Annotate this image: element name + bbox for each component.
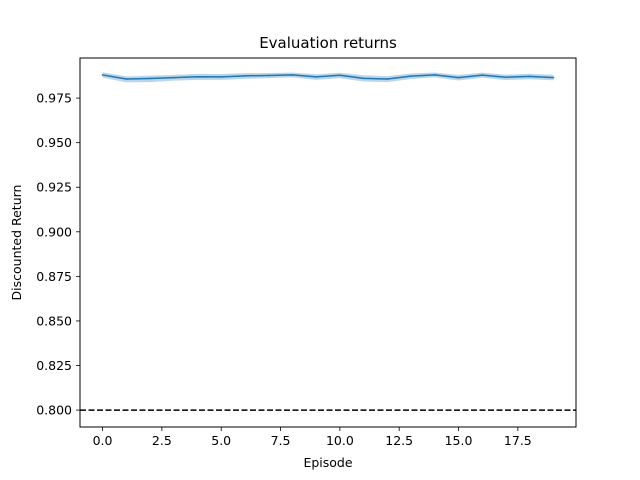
- chart-title: Evaluation returns: [259, 34, 397, 52]
- data-point: [196, 75, 199, 78]
- data-point: [410, 75, 412, 77]
- y-tick-label: 0.800: [36, 403, 72, 418]
- confidence-band-0: [102, 72, 554, 83]
- x-tick-label: 12.5: [385, 433, 413, 448]
- x-tick-label: 0.0: [93, 433, 113, 448]
- x-tick-label: 17.5: [504, 433, 532, 448]
- data-point: [528, 75, 531, 78]
- data-point: [244, 75, 246, 77]
- x-tick-label: 10.0: [326, 433, 354, 448]
- data-point: [481, 74, 484, 76]
- data-point: [505, 76, 507, 79]
- data-point: [339, 74, 341, 77]
- data-point: [220, 76, 223, 78]
- x-tick-label: 5.0: [211, 433, 231, 448]
- data-point: [315, 76, 317, 78]
- data-point: [552, 76, 555, 79]
- data-point: [457, 76, 460, 79]
- y-tick-label: 0.950: [36, 135, 72, 150]
- data-point: [433, 74, 436, 76]
- y-tick-label: 0.825: [36, 358, 72, 373]
- data-point: [172, 76, 175, 79]
- plot-frame: [79, 57, 577, 428]
- y-tick-label: 0.850: [36, 313, 72, 328]
- data-point: [149, 77, 151, 80]
- data-point: [101, 74, 104, 76]
- y-tick-label: 0.875: [36, 269, 72, 284]
- data-point: [386, 78, 389, 80]
- data-point: [267, 74, 270, 77]
- x-axis: 0.0 2.5 5.0 7.5 10.0 12.5 15.0 17.5: [93, 427, 532, 448]
- x-tick-label: 15.0: [445, 433, 473, 448]
- y-tick-label: 0.975: [36, 91, 72, 106]
- y-axis-title: Discounted Return: [9, 185, 24, 301]
- x-axis-title: Episode: [303, 455, 352, 470]
- x-tick-label: 2.5: [152, 433, 172, 448]
- y-axis: 0.800 0.825 0.850 0.875 0.900 0.925 0.950 0.975: [36, 91, 80, 418]
- y-tick-label: 0.900: [36, 224, 72, 239]
- data-point: [291, 74, 294, 76]
- data-point: [125, 78, 128, 80]
- series-line-0: [102, 74, 554, 80]
- y-tick-label: 0.925: [36, 180, 72, 195]
- plot-area: [80, 72, 576, 411]
- x-tick-label: 7.5: [271, 433, 291, 448]
- data-point: [362, 77, 365, 80]
